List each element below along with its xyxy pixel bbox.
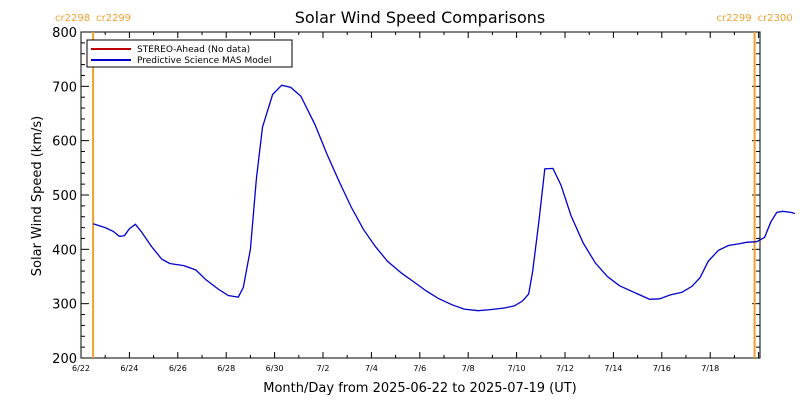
x-tick-label: 6/24 [120,364,138,373]
x-tick-label: 7/4 [365,364,378,373]
x-tick-label: 6/22 [72,364,90,373]
y-tick-label: 200 [52,352,77,367]
rotation-label-before: cr2299 [717,13,752,24]
legend-entry: STEREO-Ahead (No data) [137,45,250,55]
x-tick-label: 6/30 [266,364,284,373]
rotation-label-before: cr2298 [55,13,90,24]
legend-entry: Predictive Science MAS Model [137,56,272,66]
chart-title: Solar Wind Speed Comparisons [295,8,546,27]
y-tick-label: 800 [52,26,77,41]
y-tick-label: 600 [52,135,77,150]
x-tick-label: 7/16 [653,364,671,373]
y-tick-label: 700 [52,80,77,95]
y-axis-label: Solar Wind Speed (km/s) [30,116,45,276]
rotation-label-after: cr2299 [96,13,131,24]
x-tick-label: 7/18 [701,364,719,373]
legend-box [86,39,293,68]
rotation-label-after: cr2300 [758,13,793,24]
series-line-mas-model [92,84,796,312]
x-tick-label: 6/28 [217,364,235,373]
x-tick-label: 7/8 [462,364,475,373]
plot-area: 200 300 400 500 600 700 800 6/22 6/24 6/26 6/28 6/3… [52,13,796,373]
y-tick-label: 500 [52,189,77,204]
x-tick-label: 7/14 [604,364,622,373]
x-axis-label: Month/Day from 2025-06-22 to 2025-07-19 … [263,381,576,396]
x-tick-label: 7/2 [317,364,330,373]
y-tick-label: 400 [52,243,77,258]
y-tick-label: 300 [52,298,77,313]
x-tick-label: 7/12 [556,364,574,373]
x-tick-label: 7/10 [508,364,526,373]
plot-frame [80,31,761,359]
x-tick-label: 7/6 [413,364,426,373]
x-tick-label: 6/26 [169,364,187,373]
